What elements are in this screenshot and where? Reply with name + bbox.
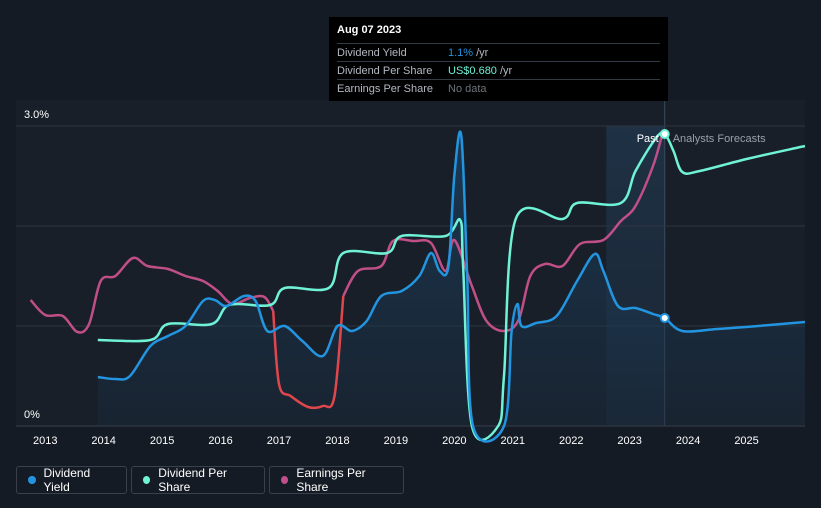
x-tick-label: 2016 [208,435,232,447]
dividend-per-share-dot-icon [143,476,151,484]
forecast-label: Analysts Forecasts [673,133,766,145]
legend-item-earnings-per-share[interactable]: Earnings Per Share [269,466,404,494]
legend-label: Earnings Per Share [296,466,366,494]
tooltip-value: US$0.680 [448,64,497,77]
x-tick-label: 2017 [267,435,291,447]
dividend-yield-line [97,130,806,443]
tooltip-row-dividend-yield: Dividend Yield 1.1% /yr [337,43,660,61]
tooltip: Aug 07 2023 Dividend Yield 1.1% /yr Divi… [329,17,668,101]
x-tick-label: 2013 [33,435,57,447]
tooltip-label: Earnings Per Share [337,82,433,95]
legend-label: Dividend Yield [43,466,91,494]
tooltip-date: Aug 07 2023 [337,24,402,36]
dividend-yield-area [97,131,806,442]
earnings-per-share-negative-line [271,295,345,410]
x-tick-label: 2015 [150,435,174,447]
tooltip-row-earnings-per-share: Earnings Per Share No data [337,79,660,97]
tooltip-label: Dividend Yield [337,46,407,59]
tooltip-label: Dividend Per Share [337,64,433,77]
dividend-yield-marker [659,313,670,323]
legend-label: Dividend Per Share [158,466,227,494]
legend-item-dividend-per-share[interactable]: Dividend Per Share [131,466,265,494]
x-tick-label: 2025 [734,435,758,447]
tooltip-row-dividend-per-share: Dividend Per Share US$0.680 /yr [337,61,660,79]
earnings-per-share-dot-icon [281,476,289,484]
tooltip-value: No data [448,82,487,95]
x-tick-label: 2014 [91,435,115,447]
dividend-per-share-marker [659,129,670,139]
x-tick-label: 2019 [384,435,408,447]
past-label: Past [637,133,659,145]
y-tick-label: 0% [24,409,40,421]
x-tick-label: 2021 [501,435,525,447]
tooltip-unit: /yr [476,46,489,59]
x-tick-label: 2018 [325,435,349,447]
x-tick-label: 2020 [442,435,466,447]
tooltip-unit: /yr [499,64,513,77]
legend-item-dividend-yield[interactable]: Dividend Yield [16,466,127,494]
dividend-yield-dot-icon [28,476,36,484]
x-tick-label: 2024 [676,435,700,447]
x-tick-label: 2022 [559,435,583,447]
tooltip-value: 1.1% [448,46,474,59]
x-tick-label: 2023 [617,435,641,447]
y-tick-label: 3.0% [24,109,49,121]
